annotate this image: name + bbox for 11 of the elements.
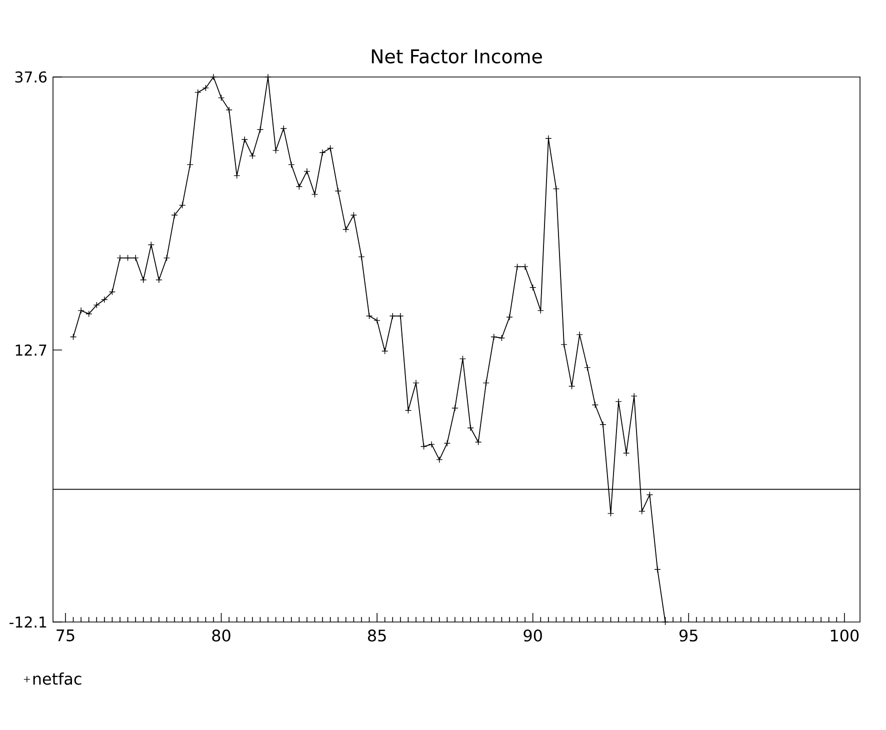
x-tick-label: 100	[830, 630, 859, 642]
x-tick-label: 95	[680, 630, 698, 642]
legend-label: netfac	[33, 672, 82, 685]
x-tick-label: 75	[56, 630, 74, 642]
y-tick-label: 37.6	[15, 71, 47, 83]
y-tick-label: 12.7	[16, 344, 46, 356]
x-tick-label: 90	[524, 630, 542, 642]
chart-title: Net Factor Income	[372, 49, 542, 64]
x-tick-label: 80	[212, 630, 230, 642]
x-tick-label: 85	[368, 630, 386, 642]
y-tick-label: -12.1	[10, 616, 46, 628]
